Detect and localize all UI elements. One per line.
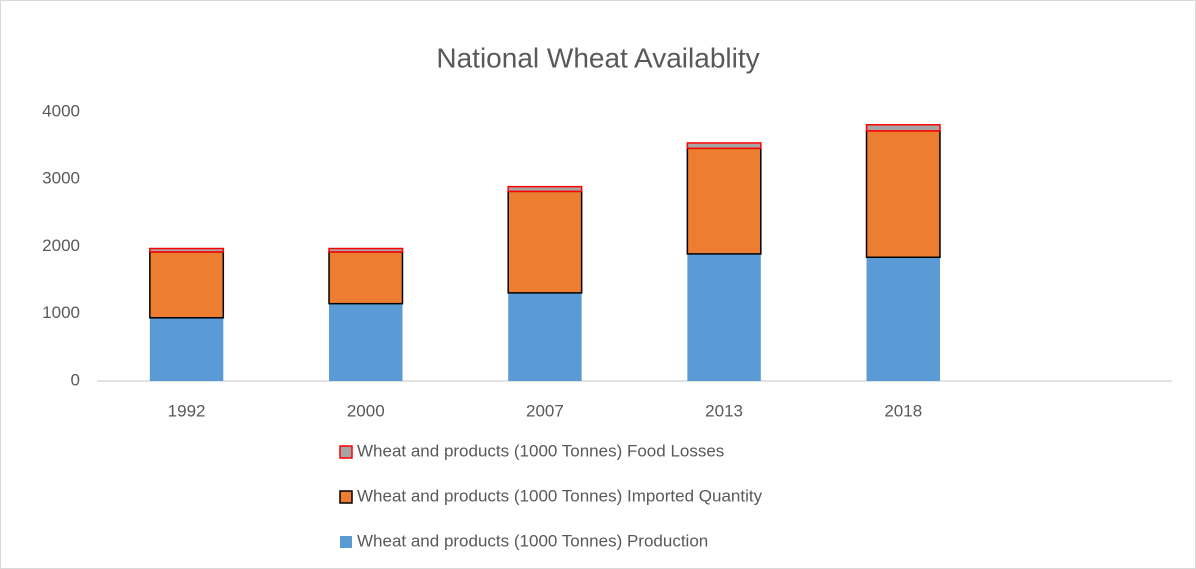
legend-label: Wheat and products (1000 Tonnes) Food Lo… (357, 441, 724, 460)
bar-segment (328, 247, 404, 253)
legend-swatch (339, 490, 353, 504)
legend-swatch (339, 445, 353, 459)
bar-segment (686, 147, 762, 255)
bar-segment (149, 247, 225, 253)
y-tick-label: 1000 (42, 303, 80, 322)
legend-swatch (340, 536, 352, 548)
bar-segment (507, 190, 583, 294)
chart-title: National Wheat Availablity (436, 42, 759, 73)
x-tick-label: 2013 (705, 401, 743, 420)
legend-label: Wheat and products (1000 Tonnes) Importe… (357, 486, 763, 505)
y-tick-label: 3000 (42, 169, 80, 188)
bar-segment (329, 303, 403, 381)
x-tick-label: 2007 (526, 401, 564, 420)
x-tick-label: 2000 (347, 401, 385, 420)
bar-segment (508, 292, 582, 381)
bar-segment (865, 130, 941, 259)
bar-segment (687, 253, 761, 381)
bar-segment (865, 124, 941, 132)
bar-segment (866, 257, 940, 381)
x-tick-label: 1992 (168, 401, 206, 420)
bar-segment (149, 251, 225, 319)
y-tick-label: 2000 (42, 236, 80, 255)
bar-segment (149, 317, 224, 381)
x-tick-label: 2018 (884, 401, 922, 420)
bar-segment (328, 251, 404, 305)
bar-segment (686, 142, 762, 150)
bar-segment (507, 185, 583, 193)
y-tick-label: 0 (71, 370, 80, 389)
y-tick-label: 4000 (42, 101, 80, 120)
legend-label: Wheat and products (1000 Tonnes) Product… (357, 531, 708, 550)
